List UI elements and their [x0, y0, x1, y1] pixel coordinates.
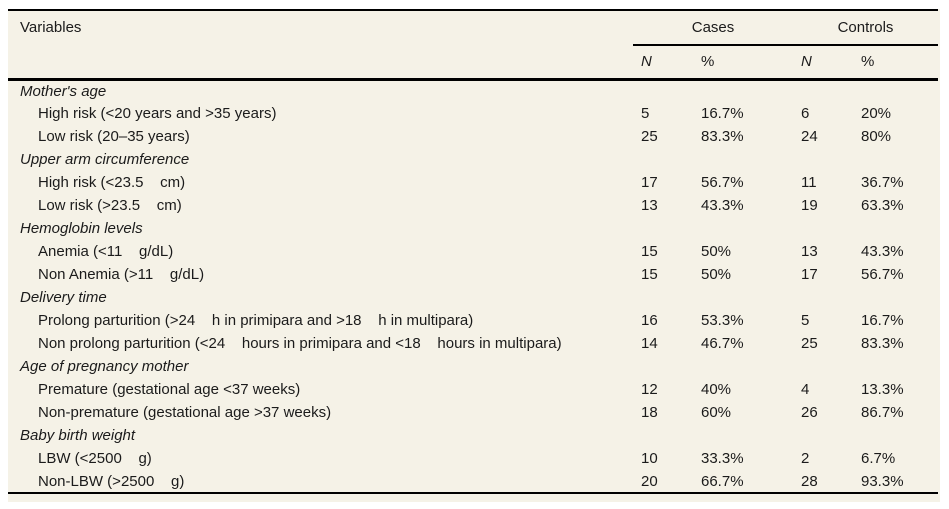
header-sub-row: N % N %	[8, 45, 939, 81]
cases-pct-value: 60%	[701, 404, 732, 421]
controls-pct-value: 56.7%	[861, 266, 904, 283]
cases-pct-value: 66.7%	[701, 472, 744, 490]
controls-pct-value: 83.3%	[861, 335, 904, 352]
cases-n-value: 18	[641, 404, 658, 421]
table-row: Low risk (>23.5 cm) 13 43.3% 19 63.3%	[8, 194, 938, 217]
row-label: LBW (<2500 g)	[38, 450, 152, 467]
controls-n-value: 5	[801, 312, 810, 329]
cases-pct-value: 83.3%	[701, 128, 744, 145]
table-row: High risk (<20 years and >35 years) 5 16.7…	[8, 102, 938, 125]
column-header-controls: Controls	[793, 10, 939, 46]
cases-pct-value: 16.7%	[701, 105, 744, 122]
table-row: Non prolong parturition (<24 hours in pr…	[8, 332, 938, 355]
cases-n-value: 16	[641, 312, 658, 329]
table-panel: Variables Cases Controls N % N % Mother'…	[8, 9, 940, 502]
row-label: Low risk (20–35 years)	[38, 128, 190, 145]
group-label: Upper arm circumference	[20, 151, 190, 168]
controls-pct-value: 6.7%	[861, 450, 896, 467]
group-label: Age of pregnancy mother	[20, 358, 189, 375]
table-row: Non-premature (gestational age >37 weeks…	[8, 401, 938, 424]
cases-controls-table: Variables Cases Controls N % N % Mother'…	[8, 9, 939, 494]
row-label: Premature (gestational age <37 weeks)	[38, 381, 301, 398]
table-row: Premature (gestational age <37 weeks) 12 4…	[8, 378, 938, 401]
controls-n-value: 11	[801, 174, 817, 191]
group-label: Baby birth weight	[20, 427, 136, 444]
group-row: Age of pregnancy mother	[8, 355, 938, 378]
cases-pct-value: 53.3%	[701, 312, 744, 329]
row-label: Non Anemia (>11 g/dL)	[38, 266, 205, 283]
group-row: Delivery time	[8, 286, 938, 309]
cases-pct-value: 50%	[701, 243, 732, 260]
controls-n-value: 24	[801, 128, 818, 145]
cases-n-value: 15	[641, 266, 658, 283]
cases-n-value: 17	[641, 174, 658, 191]
cases-n-value: 12	[641, 381, 658, 398]
cases-pct-value: 56.7%	[701, 174, 744, 191]
column-header-variables: Variables	[8, 10, 633, 81]
group-row: Mother's age	[8, 79, 938, 102]
header-group-row: Variables Cases Controls	[8, 10, 939, 81]
cases-pct-value: 33.3%	[701, 450, 744, 467]
controls-pct-value: 63.3%	[861, 197, 904, 214]
table-row: Low risk (20–35 years) 25 83.3% 24 80%	[8, 125, 938, 148]
column-header-cases-n: N	[633, 45, 693, 81]
controls-n-value: 13	[801, 243, 818, 260]
controls-n-value: 19	[801, 197, 818, 214]
table-row: Prolong parturition (>24 h in primipara …	[8, 309, 938, 332]
group-label: Hemoglobin levels	[20, 220, 143, 237]
controls-n-value: 6	[801, 105, 810, 122]
controls-pct-value: 93.3%	[861, 472, 904, 490]
table-row: Non-LBW (>2500 g) 20 66.7% 28 93.3%	[8, 470, 938, 493]
group-label: Delivery time	[20, 289, 107, 306]
row-label: Non-LBW (>2500 g)	[38, 472, 185, 490]
table-body: Mother's age High risk (<20 years and >35…	[8, 79, 938, 493]
controls-pct-value: 80%	[861, 128, 892, 145]
controls-pct-value: 36.7%	[861, 174, 904, 191]
group-row: Baby birth weight	[8, 424, 938, 447]
cases-n-value: 13	[641, 197, 658, 214]
controls-n-value: 2	[801, 450, 810, 467]
cases-pct-value: 43.3%	[701, 197, 744, 214]
cases-n-value: 15	[641, 243, 658, 260]
row-label: Low risk (>23.5 cm)	[38, 197, 182, 214]
cases-n-value: 20	[641, 472, 658, 490]
row-label: Non-premature (gestational age >37 weeks…	[38, 404, 332, 421]
group-row: Hemoglobin levels	[8, 217, 938, 240]
controls-n-value: 4	[801, 381, 810, 398]
column-header-cases: Cases	[633, 10, 793, 46]
table-row: Anemia (<11 g/dL) 15 50% 13 43.3%	[8, 240, 938, 263]
column-header-cases-pct: %	[693, 45, 793, 81]
cases-n-value: 5	[641, 105, 650, 122]
column-header-controls-pct: %	[853, 45, 939, 81]
cases-pct-value: 40%	[701, 381, 732, 398]
row-label: High risk (<23.5 cm)	[38, 174, 186, 191]
column-header-controls-n: N	[793, 45, 853, 81]
row-label: Anemia (<11 g/dL)	[38, 243, 174, 260]
controls-pct-value: 13.3%	[861, 381, 904, 398]
cases-pct-value: 50%	[701, 266, 732, 283]
controls-n-value: 25	[801, 335, 818, 352]
controls-n-value: 17	[801, 266, 818, 283]
group-row: Upper arm circumference	[8, 148, 938, 171]
group-label: Mother's age	[20, 82, 107, 100]
controls-n-value: 26	[801, 404, 818, 421]
controls-pct-value: 43.3%	[861, 243, 904, 260]
cases-n-value: 10	[641, 450, 658, 467]
cases-pct-value: 46.7%	[701, 335, 744, 352]
controls-pct-value: 20%	[861, 105, 892, 122]
cases-n-value: 14	[641, 335, 658, 352]
cases-n-value: 25	[641, 128, 658, 145]
table-row: High risk (<23.5 cm) 17 56.7% 11 36.7%	[8, 171, 938, 194]
table-header: Variables Cases Controls N % N %	[8, 10, 939, 81]
row-label: Prolong parturition (>24 h in primipara …	[38, 312, 474, 329]
controls-n-value: 28	[801, 472, 818, 490]
controls-pct-value: 86.7%	[861, 404, 904, 421]
controls-pct-value: 16.7%	[861, 312, 904, 329]
table-row: Non Anemia (>11 g/dL) 15 50% 17 56.7%	[8, 263, 938, 286]
row-label: High risk (<20 years and >35 years)	[38, 105, 277, 122]
row-label: Non prolong parturition (<24 hours in pr…	[38, 335, 562, 352]
table-row: LBW (<2500 g) 10 33.3% 2 6.7%	[8, 447, 938, 470]
